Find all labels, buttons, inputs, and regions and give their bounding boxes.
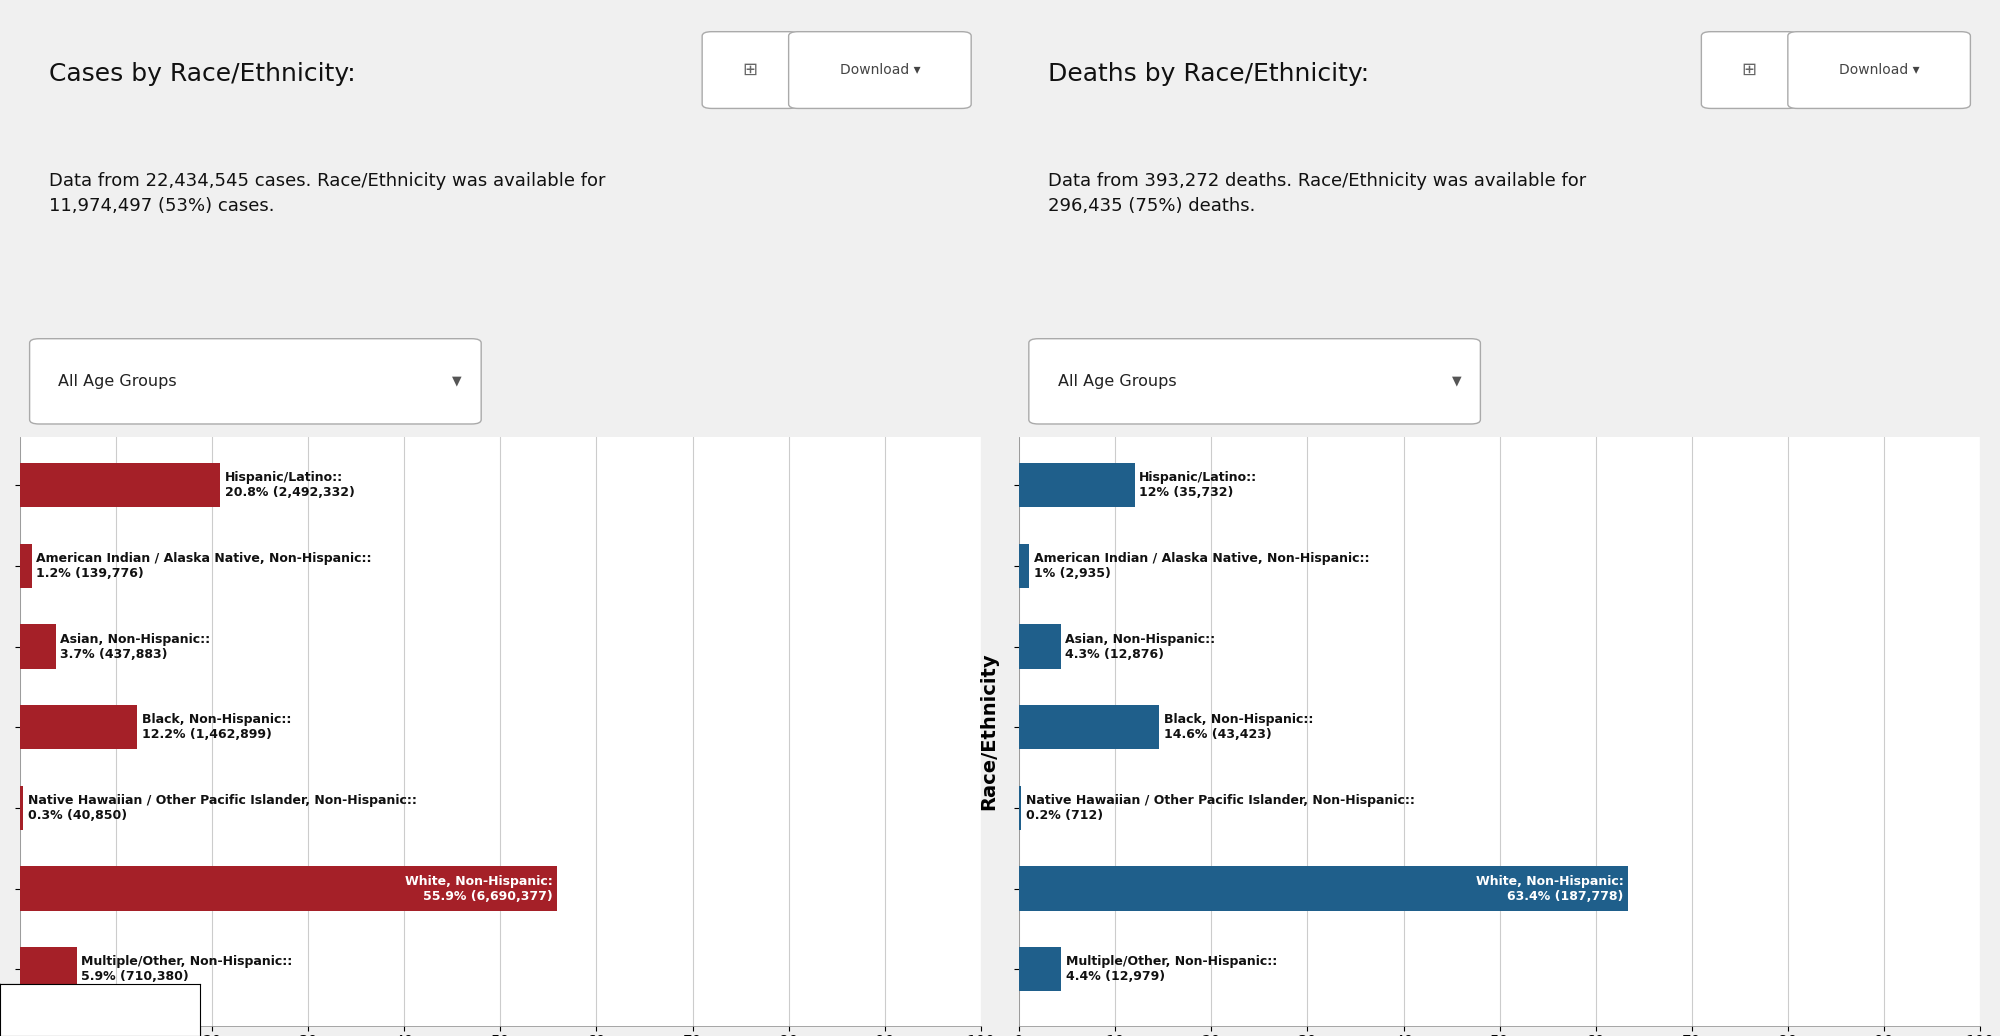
Text: ⊞: ⊞	[742, 61, 758, 79]
Bar	[20, 704, 138, 749]
Bar	[20, 544, 32, 588]
Text: American Indian / Alaska Native, Non-Hispanic::
1.2% (139,776): American Indian / Alaska Native, Non-His…	[36, 552, 372, 580]
Text: All Age Groups: All Age Groups	[58, 374, 178, 388]
Text: Deaths by Race/Ethnicity:: Deaths by Race/Ethnicity:	[1048, 61, 1370, 86]
Text: Multiple/Other, Non-Hispanic::
4.4% (12,979): Multiple/Other, Non-Hispanic:: 4.4% (12,…	[1066, 955, 1278, 983]
Bar	[1020, 463, 1134, 508]
Bar	[20, 463, 220, 508]
Text: Black, Non-Hispanic::
12.2% (1,462,899): Black, Non-Hispanic:: 12.2% (1,462,899)	[142, 713, 292, 741]
Bar	[1020, 947, 1062, 991]
Text: Download ▾: Download ▾	[1838, 63, 1920, 77]
Bar	[1020, 704, 1160, 749]
Text: Data from 393,272 deaths. Race/Ethnicity was available for
296,435 (75%) deaths.: Data from 393,272 deaths. Race/Ethnicity…	[1048, 172, 1586, 215]
Bar	[1020, 544, 1028, 588]
Bar	[20, 947, 76, 991]
Text: Hispanic/Latino::
20.8% (2,492,332): Hispanic/Latino:: 20.8% (2,492,332)	[224, 471, 354, 499]
FancyBboxPatch shape	[1788, 32, 1970, 109]
Text: American Indian / Alaska Native, Non-Hispanic::
1% (2,935): American Indian / Alaska Native, Non-His…	[1034, 552, 1370, 580]
FancyBboxPatch shape	[30, 339, 482, 424]
FancyBboxPatch shape	[788, 32, 972, 109]
Bar	[20, 866, 558, 911]
Bar	[20, 625, 56, 668]
Text: ⊞: ⊞	[1742, 61, 1756, 79]
FancyBboxPatch shape	[702, 32, 798, 109]
Text: Asian, Non-Hispanic::
4.3% (12,876): Asian, Non-Hispanic:: 4.3% (12,876)	[1066, 633, 1216, 661]
Text: Data from 22,434,545 cases. Race/Ethnicity was available for
11,974,497 (53%) ca: Data from 22,434,545 cases. Race/Ethnici…	[48, 172, 606, 215]
Text: Black, Non-Hispanic::
14.6% (43,423): Black, Non-Hispanic:: 14.6% (43,423)	[1164, 713, 1314, 741]
FancyBboxPatch shape	[1702, 32, 1798, 109]
Bar	[1020, 625, 1060, 668]
Text: All Age Groups: All Age Groups	[1058, 374, 1176, 388]
Text: ▼: ▼	[452, 375, 462, 387]
Text: Asian, Non-Hispanic::
3.7% (437,883): Asian, Non-Hispanic:: 3.7% (437,883)	[60, 633, 210, 661]
Text: White, Non-Hispanic:
55.9% (6,690,377): White, Non-Hispanic: 55.9% (6,690,377)	[404, 874, 552, 902]
Text: Download ▾: Download ▾	[840, 63, 920, 77]
Text: Cases by Race/Ethnicity:: Cases by Race/Ethnicity:	[48, 61, 356, 86]
Bar	[1020, 866, 1628, 911]
Text: Hispanic/Latino::
12% (35,732): Hispanic/Latino:: 12% (35,732)	[1140, 471, 1258, 499]
Text: Native Hawaiian / Other Pacific Islander, Non-Hispanic::
0.2% (712): Native Hawaiian / Other Pacific Islander…	[1026, 794, 1414, 822]
Text: Native Hawaiian / Other Pacific Islander, Non-Hispanic::
0.3% (40,850): Native Hawaiian / Other Pacific Islander…	[28, 794, 416, 822]
Text: ▼: ▼	[1452, 375, 1462, 387]
Text: Multiple/Other, Non-Hispanic::
5.9% (710,380): Multiple/Other, Non-Hispanic:: 5.9% (710…	[82, 955, 292, 983]
Y-axis label: Race/Ethnicity: Race/Ethnicity	[980, 653, 998, 810]
Text: White, Non-Hispanic:
63.4% (187,778): White, Non-Hispanic: 63.4% (187,778)	[1476, 874, 1624, 902]
FancyBboxPatch shape	[1028, 339, 1480, 424]
Bar	[20, 785, 22, 830]
